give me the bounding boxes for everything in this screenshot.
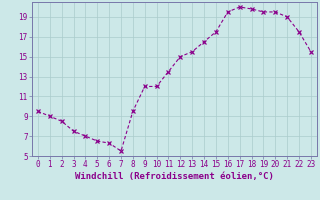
- X-axis label: Windchill (Refroidissement éolien,°C): Windchill (Refroidissement éolien,°C): [75, 172, 274, 181]
